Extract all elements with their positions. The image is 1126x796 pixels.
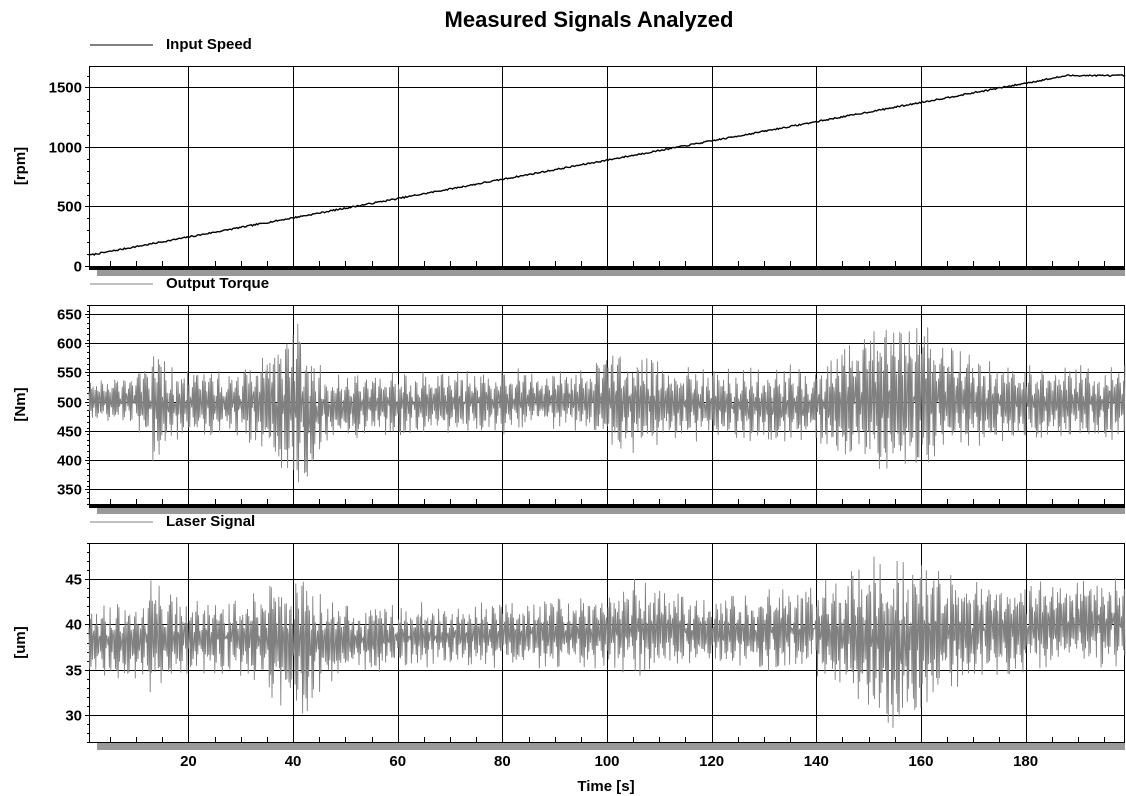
y-tick-label: 400 — [57, 453, 82, 470]
y-tick-label: 40 — [65, 617, 82, 634]
series-line-input-speed — [88, 74, 1126, 257]
x-tick-label: 40 — [285, 753, 302, 770]
x-axis-label: Time [s] — [577, 778, 634, 795]
y-axis-label: [um] — [12, 626, 29, 659]
y-tick-label: 550 — [57, 365, 82, 382]
x-tick-label: 160 — [908, 753, 933, 770]
x-tick-label: 100 — [594, 753, 619, 770]
axis-bar-dark — [89, 266, 1125, 270]
y-tick-label: 1000 — [49, 140, 82, 157]
x-tick-label: 140 — [804, 753, 829, 770]
y-tick-label: 450 — [57, 424, 82, 441]
y-tick-label: 500 — [57, 199, 82, 216]
x-tick-label: 120 — [699, 753, 724, 770]
y-tick-label: 350 — [57, 482, 82, 499]
axis-bar-light — [97, 743, 1125, 750]
legend-label: Laser Signal — [166, 513, 255, 530]
y-tick-label: 600 — [57, 336, 82, 353]
axis-bar-light — [97, 508, 1125, 514]
panel-laser-signal: Laser Signal [um] 30 35 40 45 20 40 60 80 100 120 14… — [12, 513, 1126, 770]
axis-bar-dark — [89, 504, 1125, 508]
panel-input-speed: Input Speed [rpm] 0 500 1000 1500 — [12, 36, 1126, 276]
y-axis-label: [rpm] — [12, 147, 29, 185]
y-tick-label: 35 — [65, 663, 82, 680]
chart-title: Measured Signals Analyzed — [445, 7, 734, 32]
y-axis-label: [Nm] — [12, 387, 29, 421]
x-tick-label: 80 — [494, 753, 511, 770]
y-tick-label: 1500 — [49, 80, 82, 97]
y-tick-label: 0 — [74, 259, 82, 276]
panels-layer: Input Speed [rpm] 0 500 1000 1500 Output Torqu… — [12, 36, 1126, 770]
y-tick-label: 650 — [57, 307, 82, 324]
axis-bar-light — [97, 270, 1125, 276]
x-tick-label: 60 — [389, 753, 406, 770]
y-tick-label: 30 — [65, 708, 82, 725]
x-tick-label: 20 — [180, 753, 197, 770]
y-tick-label: 500 — [57, 395, 82, 412]
legend-label: Output Torque — [166, 275, 269, 292]
x-tick-label: 180 — [1013, 753, 1038, 770]
series-line-laser-signal — [88, 556, 1126, 728]
legend-label: Input Speed — [166, 36, 252, 53]
panel-output-torque: Output Torque [Nm] 350 400 450 500 550 600 650 — [12, 275, 1126, 514]
series-line-output-torque — [88, 323, 1126, 483]
y-tick-label: 45 — [65, 572, 82, 589]
